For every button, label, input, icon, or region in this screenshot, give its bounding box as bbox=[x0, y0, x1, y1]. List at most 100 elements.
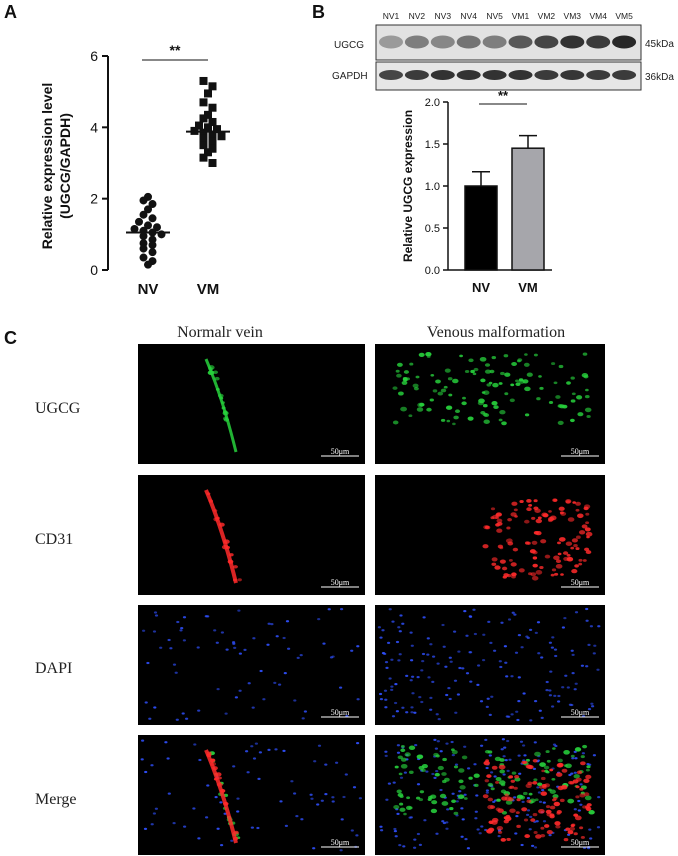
fluorescence-signal-dapi bbox=[393, 827, 397, 831]
fluorescence-signal-cd31 bbox=[532, 781, 538, 785]
fluorescence-signal-ugcg bbox=[544, 769, 549, 773]
fluorescence-signal-dapi bbox=[220, 843, 224, 847]
fluorescence-signal-dapi bbox=[482, 658, 486, 662]
fluorescence-signal-dapi bbox=[589, 837, 593, 840]
fluorescence-signal-dapi bbox=[393, 829, 397, 833]
fluorescence-signal-dapi bbox=[502, 773, 506, 776]
fluorescence-signal-dapi bbox=[324, 763, 328, 766]
fluorescence-signal-cd31 bbox=[546, 812, 553, 817]
fluorescence-signal-dapi bbox=[320, 799, 324, 802]
blot-lane-label: VM2 bbox=[538, 11, 556, 21]
blot-band bbox=[430, 70, 455, 80]
micrograph-merge-normal-vein bbox=[138, 735, 365, 855]
fluorescence-signal-dapi bbox=[358, 797, 362, 800]
panel-a-point-vm bbox=[199, 98, 208, 107]
fluorescence-signal-ugcg bbox=[446, 419, 451, 423]
fluorescence-signal-dapi bbox=[275, 635, 279, 638]
fluorescence-signal-dapi bbox=[350, 829, 354, 832]
fluorescence-signal-dapi bbox=[505, 715, 509, 718]
fluorescence-signal-ugcg bbox=[408, 745, 416, 751]
fluorescence-signal-dapi bbox=[197, 709, 201, 712]
fluorescence-signal-ugcg bbox=[470, 369, 475, 374]
fluorescence-signal-ugcg bbox=[403, 812, 407, 816]
fluorescence-signal-dapi bbox=[447, 686, 451, 690]
fluorescence-signal-dapi bbox=[224, 712, 228, 715]
fluorescence-signal-dapi bbox=[317, 744, 322, 747]
fluorescence-signal-dapi bbox=[396, 751, 401, 754]
fluorescence-signal-dapi bbox=[379, 697, 383, 701]
fluorescence-signal-dapi bbox=[396, 812, 400, 816]
fluorescence-signal-dapi bbox=[517, 754, 521, 757]
fluorescence-signal-dapi bbox=[460, 835, 464, 838]
blot-bands bbox=[379, 35, 637, 80]
fluorescence-signal-dapi bbox=[480, 825, 484, 828]
fluorescence-signal-dapi bbox=[563, 616, 567, 620]
vessel-signal bbox=[204, 358, 238, 453]
fluorescence-signal-ugcg bbox=[546, 759, 551, 763]
fluorescence-signal-dapi bbox=[579, 783, 583, 786]
fluorescence-signal-dapi bbox=[420, 700, 424, 704]
blot-band bbox=[586, 70, 611, 80]
blot-size-ugcg: 45kDa bbox=[645, 39, 674, 50]
blot-band bbox=[508, 70, 533, 80]
fluorescence-signal-dapi bbox=[482, 633, 486, 636]
blot-lane-label: VM3 bbox=[564, 11, 582, 21]
fluorescence-signal-dapi bbox=[511, 611, 515, 614]
fluorescence-signal-ugcg bbox=[551, 362, 556, 366]
fluorescence-signal-ugcg bbox=[400, 763, 408, 769]
fluorescence-signal-ugcg bbox=[585, 388, 589, 392]
fluorescence-signal-dapi bbox=[141, 739, 145, 742]
fluorescence-signal-dapi bbox=[230, 839, 234, 842]
fluorescence-signal-dapi bbox=[266, 643, 270, 646]
fluorescence-signal-dapi bbox=[312, 847, 316, 850]
fluorescence-signal-ugcg bbox=[392, 420, 399, 425]
fluorescence-signal-ugcg bbox=[467, 416, 474, 421]
fluorescence-signal-dapi bbox=[270, 622, 274, 626]
panel-b-ytick-label: 0.5 bbox=[425, 223, 440, 235]
panel-a-point-vm bbox=[199, 128, 208, 137]
fluorescence-signal-cd31 bbox=[508, 559, 513, 562]
fluorescence-signal-ugcg bbox=[576, 395, 583, 400]
fluorescence-signal-cd31 bbox=[486, 774, 492, 778]
fluorescence-signal-cd31 bbox=[500, 837, 507, 842]
fluorescence-signal-dapi bbox=[497, 834, 501, 838]
panel-a-point-nv bbox=[135, 217, 143, 226]
fluorescence-signal-dapi bbox=[390, 658, 394, 661]
fluorescence-signal-ugcg bbox=[553, 381, 558, 385]
fluorescence-signal-ugcg bbox=[413, 386, 419, 391]
fluorescence-signal-dapi bbox=[461, 818, 465, 821]
blot-size-gapdh: 36kDa bbox=[645, 72, 674, 83]
fluorescence-signal-ugcg bbox=[503, 354, 509, 358]
row-label-dapi: DAPI bbox=[35, 660, 72, 677]
fluorescence-signal-dapi bbox=[144, 701, 148, 704]
scale-bar-label: 50μm bbox=[331, 578, 350, 587]
fluorescence-signal-cd31 bbox=[499, 546, 504, 550]
fluorescence-signal-ugcg bbox=[442, 757, 447, 762]
blot-band bbox=[612, 35, 637, 49]
row-label-ugcg: UGCG bbox=[35, 400, 81, 417]
fluorescence-signal-ugcg bbox=[453, 415, 459, 420]
fluorescence-signal-ugcg bbox=[396, 789, 402, 794]
fluorescence-signal-dapi bbox=[154, 807, 158, 810]
fluorescence-signal-dapi bbox=[214, 795, 218, 799]
fluorescence-signal-dapi bbox=[568, 703, 573, 706]
fluorescence-signal-dapi bbox=[566, 686, 570, 689]
fluorescence-signal-dapi bbox=[457, 650, 461, 653]
fluorescence-signal-cd31 bbox=[567, 517, 575, 522]
fluorescence-signal-dapi bbox=[557, 700, 561, 703]
fluorescence-signal-dapi bbox=[250, 826, 254, 829]
panel-a-point-vm bbox=[199, 76, 208, 85]
fluorescence-signal-dapi bbox=[399, 614, 403, 617]
fluorescence-signal-ugcg bbox=[586, 765, 591, 769]
fluorescence-signal-ugcg bbox=[400, 745, 405, 748]
fluorescence-signal-cd31 bbox=[546, 829, 553, 835]
fluorescence-signal-dapi bbox=[542, 801, 546, 804]
panel-a-point-vm bbox=[204, 123, 212, 132]
fluorescence-signal-ugcg bbox=[525, 758, 530, 762]
fluorescence-signal-dapi bbox=[434, 747, 438, 750]
fluorescence-signal-dapi bbox=[444, 665, 448, 668]
fluorescence-signal-cd31 bbox=[556, 810, 562, 814]
fluorescence-signal-dapi bbox=[233, 646, 237, 650]
fluorescence-signal-dapi bbox=[435, 769, 439, 773]
fluorescence-signal-dapi bbox=[513, 796, 517, 799]
